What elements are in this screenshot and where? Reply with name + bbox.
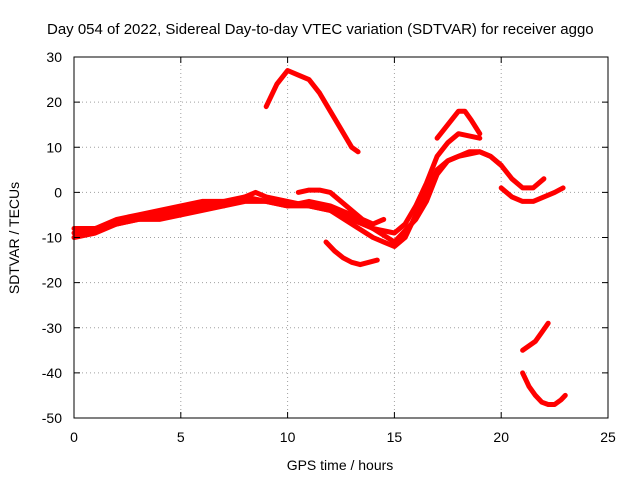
x-tick-label: 5 xyxy=(177,429,185,445)
series-line-sat-i xyxy=(520,320,551,353)
series-group xyxy=(71,68,568,407)
y-tick-label: -50 xyxy=(42,410,62,426)
x-tick-label: 20 xyxy=(493,429,509,445)
x-tick-label: 10 xyxy=(280,429,296,445)
series-line-sat-e xyxy=(295,187,387,227)
series-line-sat-g xyxy=(434,108,483,141)
series-line-sat-f xyxy=(323,239,380,268)
y-tick-label: 0 xyxy=(54,184,62,200)
series-line-sat-c xyxy=(71,149,504,245)
x-tick-label: 25 xyxy=(600,429,616,445)
series-line-sat-d xyxy=(263,68,361,155)
y-tick-label: -20 xyxy=(42,275,62,291)
x-tick-label: 0 xyxy=(70,429,78,445)
chart-title: Day 054 of 2022, Sidereal Day-to-day VTE… xyxy=(47,21,594,38)
series-line-sat-j xyxy=(520,370,568,407)
y-axis-label: SDTVAR / TECUs xyxy=(6,182,22,294)
y-tick-label: -30 xyxy=(42,320,62,336)
y-tick-label: -40 xyxy=(42,365,62,381)
x-axis-label: GPS time / hours xyxy=(287,457,394,473)
y-tick-label: 20 xyxy=(46,94,62,110)
x-tick-label: 15 xyxy=(387,429,403,445)
y-tick-label: -10 xyxy=(42,230,62,246)
y-tick-label: 10 xyxy=(46,139,62,155)
series-line-sat-a xyxy=(71,131,483,236)
y-tick-label: 30 xyxy=(46,49,62,65)
series-line-sat-h xyxy=(498,185,566,204)
ticks: 0 5 10 15 20 25 30 20 10 0 -10 -20 -30 -40 -50 xyxy=(42,49,616,445)
